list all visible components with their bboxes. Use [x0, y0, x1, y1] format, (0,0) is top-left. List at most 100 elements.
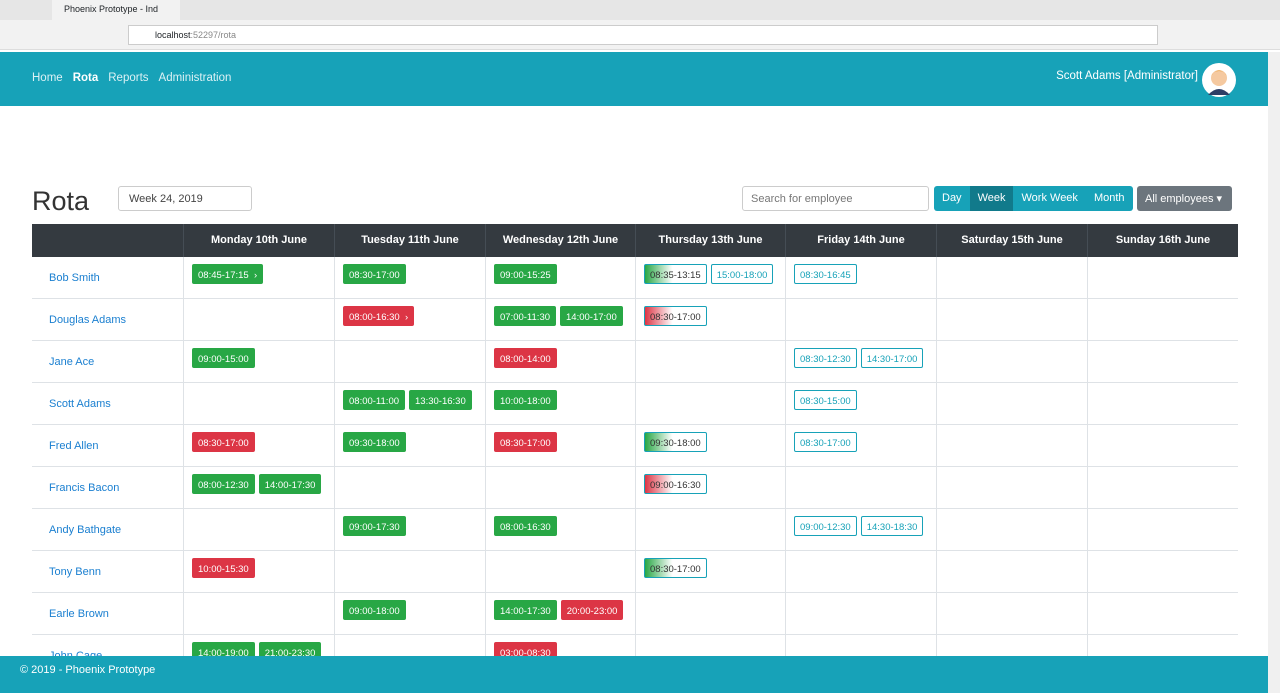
address-bar: localhost:52297/rota [0, 20, 1280, 50]
shift-badge[interactable]: 13:30-16:30 [409, 390, 472, 410]
shift-time: 08:30-17:00 [650, 564, 701, 575]
day-cell: 08:00-16:30 [485, 509, 635, 551]
employee-name[interactable]: Tony Benn [49, 566, 101, 578]
shift-badge[interactable]: 09:30-18:00 [644, 432, 707, 452]
shift-badge[interactable]: 08:30-17:00 [644, 558, 707, 578]
shift-badge[interactable]: 14:00-19:00 [192, 642, 255, 656]
shift-badge[interactable]: 09:00-15:00 [192, 348, 255, 368]
shift-badge[interactable]: 08:30-17:00 [192, 432, 255, 452]
shift-badge[interactable]: 08:30-17:00 [494, 432, 557, 452]
browser-tab[interactable]: Phoenix Prototype - Ind [52, 0, 180, 20]
shift-badge[interactable]: 09:00-16:30 [644, 474, 707, 494]
shift-badge[interactable]: 15:00-18:00 [710, 264, 774, 284]
shift-badge[interactable]: 09:00-15:25 [494, 264, 557, 284]
shift-badge[interactable]: 09:30-18:00 [343, 432, 406, 452]
day-cell [1087, 551, 1238, 593]
day-cell [1087, 383, 1238, 425]
shift-time: 09:00-15:00 [198, 354, 249, 365]
employee-name[interactable]: Douglas Adams [49, 314, 127, 326]
employee-name[interactable]: Bob Smith [49, 272, 100, 284]
view-button[interactable]: Month [1085, 186, 1133, 211]
shift-badge[interactable]: 14:00-17:30 [494, 600, 557, 620]
shift-badge[interactable]: 08:30-17:00 [794, 432, 857, 452]
nav-links: Home Rota Reports Administration [32, 72, 231, 84]
day-cell: 09:00-17:30 [334, 509, 485, 551]
shift-badge[interactable]: 14:30-18:30 [860, 516, 924, 536]
shift-badge[interactable]: 08:30-17:00 [644, 306, 707, 326]
view-button[interactable]: Day [934, 186, 970, 211]
nav-link[interactable]: Reports [108, 72, 149, 84]
shift-badge[interactable]: 07:00-11:30 [494, 306, 557, 326]
day-cell [936, 551, 1087, 593]
day-cell [635, 509, 785, 551]
nav-link[interactable]: Home [32, 72, 63, 84]
view-button[interactable]: Work Week [1013, 186, 1086, 211]
shift-badge[interactable]: 14:00-17:30 [258, 474, 322, 494]
shift-badge[interactable]: 08:00-12:30 [192, 474, 255, 494]
shift-time: 14:00-17:00 [566, 312, 617, 323]
day-cell [635, 635, 785, 656]
nav-link[interactable]: Rota [72, 72, 99, 84]
employee-name[interactable]: Earle Brown [49, 608, 109, 620]
shift-time: 08:45-17:15 [198, 270, 249, 281]
day-cell [485, 467, 635, 509]
column-header: Sunday 16th June [1087, 224, 1238, 257]
shift-time: 14:00-17:30 [264, 480, 316, 491]
rota-row: John Cage 14:00-19:00 21:00-23:30 03:00-08:… [32, 635, 1238, 656]
shift-badge[interactable]: 08:30-15:00 [794, 390, 857, 410]
nav-link[interactable]: Administration [158, 72, 232, 84]
day-cell [334, 635, 485, 656]
day-cell [936, 257, 1087, 299]
view-button[interactable]: Week [969, 186, 1014, 211]
user-name[interactable]: Scott Adams [Administrator] [1056, 70, 1198, 82]
day-cell: 09:30-18:00 [334, 425, 485, 467]
shift-badge[interactable]: 09:00-18:00 [343, 600, 406, 620]
url-field[interactable]: localhost:52297/rota [128, 25, 1158, 45]
employee-name[interactable]: Francis Bacon [49, 482, 120, 494]
tab-bar: Phoenix Prototype - Ind [0, 0, 1280, 20]
day-cell: 08:45-17:15 › [183, 257, 334, 299]
shift-badge[interactable]: 08:30-17:00 [343, 264, 406, 284]
day-cell: 08:30-17:00 [635, 551, 785, 593]
footer: © 2019 - Phoenix Prototype [0, 656, 1268, 693]
day-cell [1087, 593, 1238, 635]
day-cell [936, 299, 1087, 341]
search-input[interactable]: Search for employee [742, 186, 929, 211]
employee-name[interactable]: Andy Bathgate [49, 524, 122, 536]
shift-badge[interactable]: 10:00-15:30 [192, 558, 255, 578]
employee-name[interactable]: John Cage [49, 650, 103, 656]
avatar[interactable] [1202, 63, 1236, 97]
shift-badge[interactable]: 08:30-16:45 [794, 264, 857, 284]
shift-badge[interactable]: 08:00-16:30 [494, 516, 557, 536]
employee-name[interactable]: Scott Adams [49, 398, 111, 410]
shift-badge[interactable]: 09:00-12:30 [794, 516, 857, 536]
shift-badge[interactable]: 08:45-17:15 › [192, 264, 264, 284]
day-cell: 09:00-15:25 [485, 257, 635, 299]
shift-badge[interactable]: 03:00-08:30 [494, 642, 557, 656]
shift-badge[interactable]: 08:35-13:15 [644, 264, 707, 284]
shift-time: 09:00-17:30 [349, 522, 400, 533]
employee-filter[interactable]: All employees ▾ [1137, 186, 1232, 211]
employee-name[interactable]: Jane Ace [49, 356, 95, 368]
shift-badge[interactable]: 21:00-23:30 [258, 642, 322, 656]
shift-badge[interactable]: 08:30-12:30 [794, 348, 857, 368]
shift-badge[interactable]: 10:00-18:00 [494, 390, 557, 410]
rota-row: Jane Ace 09:00-15:00 08:00-14:00 08:30-12:3… [32, 341, 1238, 383]
shift-time: 08:30-17:00 [800, 438, 851, 449]
shift-badge[interactable]: 08:00-14:00 [494, 348, 557, 368]
day-cell [1087, 299, 1238, 341]
day-cell: 08:30-16:45 [785, 257, 936, 299]
day-cell: 08:30-15:00 [785, 383, 936, 425]
week-picker[interactable]: Week 24, 2019 [118, 186, 252, 211]
shift-badge[interactable]: 14:00-17:00 [560, 306, 623, 326]
column-header: Tuesday 11th June [334, 224, 485, 257]
day-cell [785, 593, 936, 635]
shift-badge[interactable]: 08:00-16:30 › [343, 306, 415, 326]
scrollbar[interactable] [1268, 52, 1280, 693]
shift-badge[interactable]: 14:30-17:00 [860, 348, 924, 368]
shift-badge[interactable]: 20:00-23:00 [560, 600, 624, 620]
column-header: Saturday 15th June [936, 224, 1087, 257]
shift-badge[interactable]: 09:00-17:30 [343, 516, 406, 536]
shift-badge[interactable]: 08:00-11:00 [343, 390, 406, 410]
employee-name[interactable]: Fred Allen [49, 440, 99, 452]
